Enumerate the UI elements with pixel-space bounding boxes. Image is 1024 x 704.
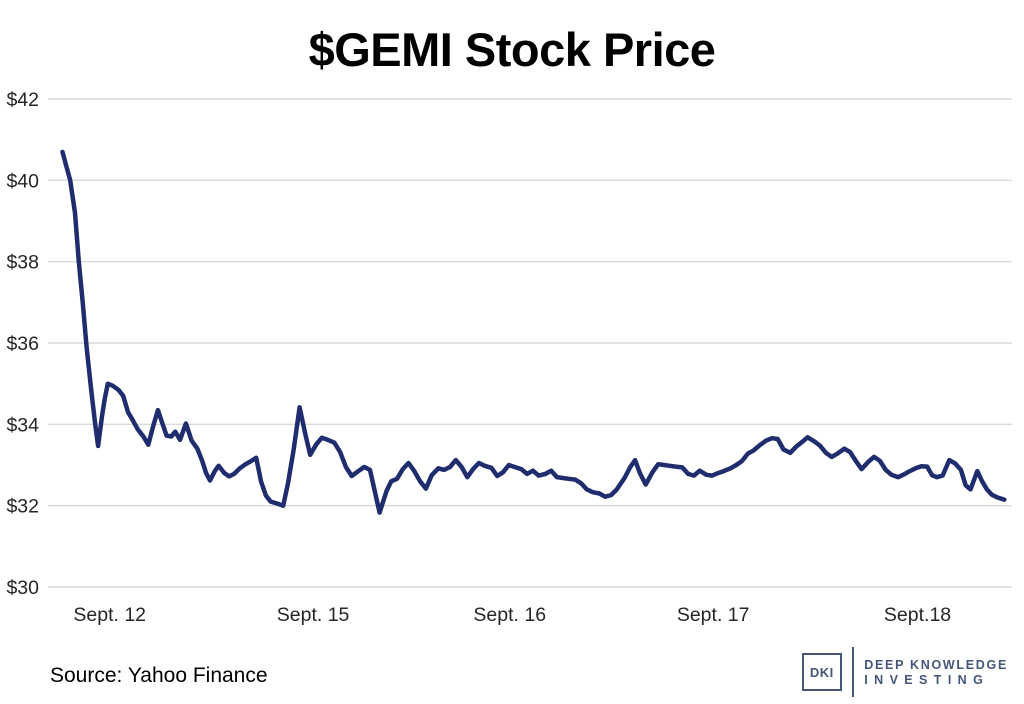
x-axis-label-3: Sept. 17 <box>677 604 750 626</box>
logo-divider <box>851 647 855 697</box>
x-axis-label-0: Sept. 12 <box>73 604 146 626</box>
price-line <box>60 149 1007 515</box>
x-axis-label-2: Sept. 16 <box>473 604 546 626</box>
logo-wordmark: DEEP KNOWLEDGE INVESTING <box>864 658 1008 687</box>
dki-logo-abbr: DKI <box>809 664 834 680</box>
y-axis-label-40: $40 <box>6 170 39 192</box>
chart-title: $GEMI Stock Price <box>308 23 716 76</box>
y-axis-label-36: $36 <box>6 333 39 355</box>
source-note: Source: Yahoo Finance <box>50 664 268 687</box>
logo-line1: DEEP KNOWLEDGE <box>864 657 1008 672</box>
y-axis-label-42: $42 <box>6 89 39 111</box>
dki-logo: DKI DEEP KNOWLEDGE INVESTING <box>801 645 1008 699</box>
y-axis-label-30: $30 <box>6 577 39 599</box>
x-axis-label-4: Sept.18 <box>884 604 951 626</box>
x-axis-label-1: Sept. 15 <box>277 604 350 626</box>
y-axis-label-32: $32 <box>6 496 39 518</box>
y-axis-label-38: $38 <box>6 252 39 274</box>
y-axis-label-34: $34 <box>6 414 39 436</box>
logo-line2: INVESTING <box>864 672 990 687</box>
dki-logo-mark: DKI <box>801 653 842 691</box>
